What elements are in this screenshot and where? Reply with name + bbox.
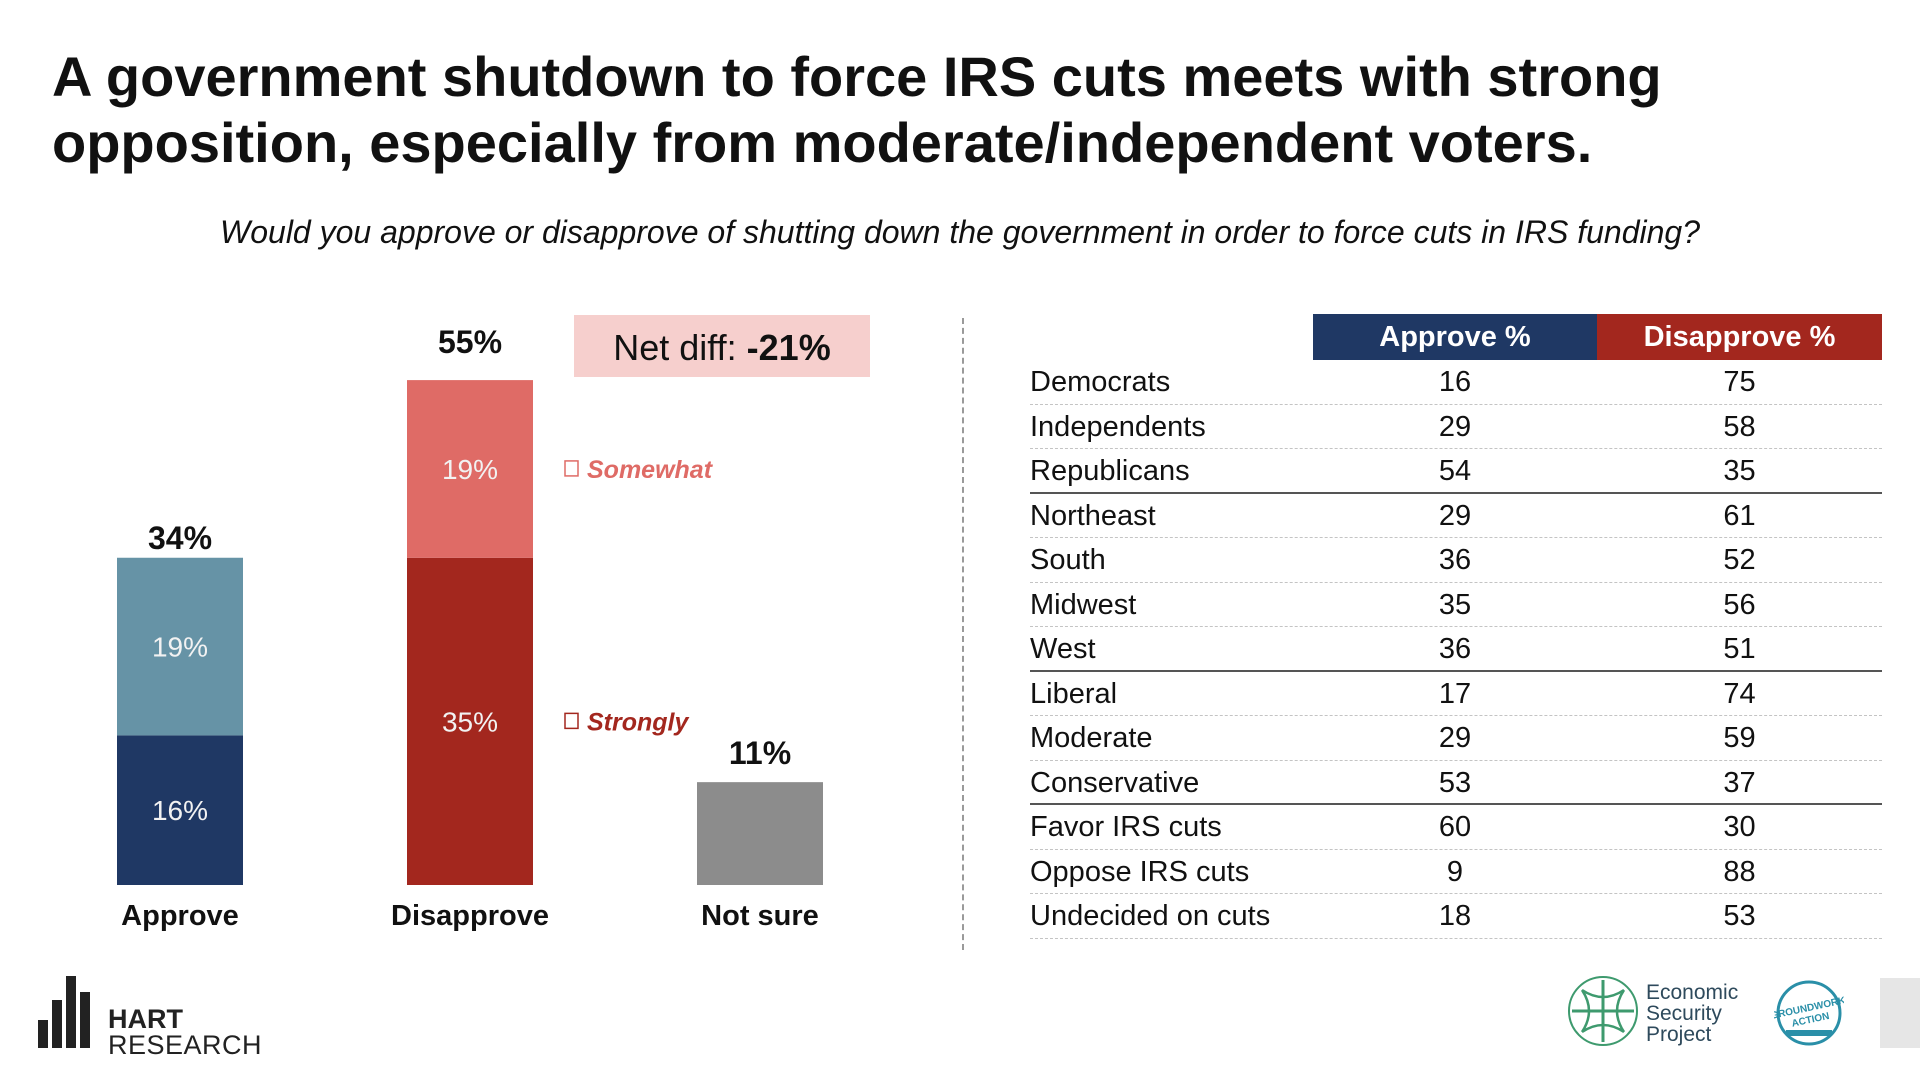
approve-value: 16 xyxy=(1438,366,1472,398)
row-label: Conservative xyxy=(1030,766,1200,799)
table-body: Democrats 16 75 Independents 29 58 Republicans… xyxy=(1030,360,1882,939)
approve-value: 36 xyxy=(1438,544,1472,576)
table-row: Midwest 35 56 xyxy=(1030,583,1882,627)
page-title: A government shutdown to force IRS cuts … xyxy=(52,45,1662,174)
disapprove-header: Disapprove % xyxy=(1597,314,1882,360)
row-label: West xyxy=(1030,633,1096,665)
subgroup-table: Approve % Disapprove % Democrats 16 75 Inde… xyxy=(1030,314,1882,939)
legend-strongly-label: Strongly xyxy=(587,708,689,736)
esp-word-3: Project xyxy=(1646,1023,1712,1046)
disapprove-value: 59 xyxy=(1723,722,1756,754)
hart-word: HART xyxy=(108,1004,183,1034)
disapprove-value: 52 xyxy=(1723,544,1756,576)
total-label: 55% xyxy=(438,324,502,360)
bar-approve-somewhat xyxy=(117,557,243,736)
row-label: South xyxy=(1030,544,1106,576)
row-label: Midwest xyxy=(1030,588,1137,621)
table-row: West 36 51 xyxy=(1030,627,1882,672)
bar-disapprove-strongly xyxy=(407,557,533,885)
net-diff-background xyxy=(574,315,870,377)
esp-word-1: Economic xyxy=(1646,981,1739,1004)
approve-value: 54 xyxy=(1438,455,1472,487)
disapprove-value: 37 xyxy=(1723,766,1756,799)
net-diff-text: Net diff: -21% xyxy=(613,327,830,368)
approve-value: 29 xyxy=(1438,722,1472,754)
disapprove-value: 74 xyxy=(1723,677,1756,710)
data-label: 35% xyxy=(442,706,498,737)
row-label: Favor IRS cuts xyxy=(1030,811,1222,843)
total-label: 34% xyxy=(148,520,212,556)
approve-value: 53 xyxy=(1438,766,1472,799)
table-row: Undecided on cuts 18 53 xyxy=(1030,894,1882,939)
category-label: Approve xyxy=(121,900,239,932)
row-label: Independents xyxy=(1030,410,1206,443)
table-header: Approve % Disapprove % xyxy=(1030,314,1882,360)
table-row: Northeast 29 61 xyxy=(1030,494,1882,538)
table-row: Independents 29 58 xyxy=(1030,405,1882,449)
disapprove-value: 61 xyxy=(1723,499,1756,532)
section-divider xyxy=(962,318,964,950)
row-label: Oppose IRS cuts xyxy=(1030,855,1250,888)
approve-value: 17 xyxy=(1438,677,1472,710)
table-row: Favor IRS cuts 60 30 xyxy=(1030,805,1882,850)
approve-value: 60 xyxy=(1438,811,1472,843)
data-label: 19% xyxy=(152,632,208,663)
survey-question: Would you approve or disapprove of shutt… xyxy=(220,214,1700,250)
net-diff-label: Net diff: xyxy=(613,327,746,368)
approve-value: 36 xyxy=(1438,633,1472,665)
legend-somewhat-label: Somewhat xyxy=(587,456,714,484)
data-label: 19% xyxy=(442,454,498,485)
legend-somewhat-swatch xyxy=(564,460,579,477)
row-label: Liberal xyxy=(1030,677,1118,710)
approve-value: 35 xyxy=(1438,588,1472,621)
bar-disapprove-somewhat xyxy=(407,380,533,558)
disapprove-value: 35 xyxy=(1723,455,1756,487)
hart-research-wordmark: HART RESEARCH xyxy=(108,1004,263,1060)
research-word: RESEARCH xyxy=(108,1030,263,1060)
row-label: Moderate xyxy=(1030,722,1153,754)
approve-value: 9 xyxy=(1446,855,1464,888)
table-row: Conservative 53 37 xyxy=(1030,761,1882,805)
row-label: Democrats xyxy=(1030,366,1171,398)
approve-value: 29 xyxy=(1438,499,1472,532)
table-row: Liberal 17 74 xyxy=(1030,672,1882,716)
disapprove-value: 58 xyxy=(1723,410,1756,443)
row-label: Republicans xyxy=(1030,455,1190,487)
groundwork-action-logo: GROUNDWORK ACTION xyxy=(1774,980,1844,1046)
approve-value: 18 xyxy=(1438,900,1472,932)
hart-research-logo xyxy=(38,976,90,1048)
data-label: 16% xyxy=(152,795,208,826)
disapprove-value: 53 xyxy=(1723,900,1756,932)
category-label: Disapprove xyxy=(391,900,549,932)
row-label: Undecided on cuts xyxy=(1030,900,1271,932)
esp-word-2: Security xyxy=(1646,1002,1722,1025)
total-label: 11% xyxy=(729,735,791,771)
economic-security-project-wordmark: Economic Security Project xyxy=(1646,982,1738,1045)
net-diff-box: Net diff: -21% xyxy=(574,315,870,377)
table-row: Oppose IRS cuts 9 88 xyxy=(1030,850,1882,894)
stacked-bar-chart: Net diff: -21% 16% 19% 34% Approve 35% 19% 55%… xyxy=(117,315,870,932)
bar-not-sure xyxy=(697,782,823,885)
disapprove-value: 75 xyxy=(1723,366,1756,398)
disapprove-value: 56 xyxy=(1723,588,1756,621)
disapprove-value: 51 xyxy=(1723,633,1756,665)
row-label: Northeast xyxy=(1030,499,1156,532)
table-row: South 36 52 xyxy=(1030,538,1882,583)
table-row: Republicans 54 35 xyxy=(1030,449,1882,494)
net-diff-value: -21% xyxy=(747,327,831,368)
approve-value: 29 xyxy=(1438,410,1472,443)
economic-security-project-icon xyxy=(1568,976,1638,1046)
corner-decoration xyxy=(1880,978,1920,1048)
table-row: Democrats 16 75 xyxy=(1030,360,1882,405)
approve-header: Approve % xyxy=(1313,314,1597,360)
disapprove-value: 88 xyxy=(1723,855,1756,888)
bar-approve-strongly xyxy=(117,735,243,885)
legend-strongly-swatch xyxy=(564,712,579,730)
category-label: Not sure xyxy=(701,900,819,932)
table-row: Moderate 29 59 xyxy=(1030,716,1882,761)
disapprove-value: 30 xyxy=(1723,811,1756,843)
